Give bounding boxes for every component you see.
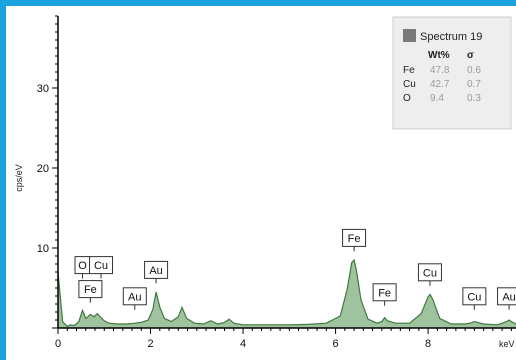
peak-label-box [497,287,516,306]
peak-label-au: Au [502,291,515,303]
legend-rows: Fe 47.8 0.6 Cu 42.7 0.7 O 9.4 0.3 [403,65,481,104]
legend-sigma-value: 0.7 [467,79,481,90]
peak-label-fe: Fe [378,287,391,299]
legend-header-wt: Wt% [428,50,450,61]
eds-spectrum-chart: 0 2 4 6 8 10 20 30 O Cu Fe Au Au Fe Fe Cu Cu Au keV cps/… [14,15,516,350]
x-tick-label: 6 [333,338,339,350]
axes-layer [57,16,516,329]
peak-label-fe: Fe [84,284,97,296]
legend-element-fe: Fe [403,65,415,76]
x-tick-label: 8 [425,338,431,350]
x-axis-title: keV [499,339,515,349]
spectrum-line-layer [57,258,516,328]
legend-wt-value: 47.8 [430,65,450,76]
peak-label-layer: O Cu Fe Au Au Fe Fe Cu Cu Au [74,228,516,310]
peak-label-box [372,283,397,302]
legend-title: Spectrum 19 [420,31,482,43]
legend-swatch [403,29,416,42]
y-tick-label: 30 [37,83,49,95]
legend-element-cu: Cu [403,79,416,90]
peak-label-box [89,256,114,275]
spectrum-fill-layer [58,260,516,328]
y-tick-label: 10 [37,243,49,255]
peak-label-o: O [78,260,87,272]
peak-label-cu: Cu [94,260,108,272]
legend-element-o: O [403,93,411,104]
legend-wt-value: 9.4 [430,93,444,104]
peak-label-box [342,228,367,247]
peak-label-box [78,280,103,299]
legend-header-sigma: σ [467,50,474,61]
legend-wt-value: 42.7 [430,79,450,90]
peak-label-fe: Fe [348,233,361,245]
x-tick-label: 4 [240,338,246,350]
peak-label-box [144,260,169,279]
peak-label-box [122,287,147,306]
peak-label-box [462,287,487,306]
peak-label-au: Au [128,291,141,303]
x-tick-label: 2 [147,338,153,350]
legend-sigma-value: 0.6 [467,65,481,76]
legend-sigma-value: 0.3 [467,93,481,104]
spectrum-line [57,258,516,328]
y-tick-label: 20 [37,163,49,175]
peak-label-box [417,263,442,282]
peak-label-cu: Cu [423,267,437,279]
peak-label-cu: Cu [467,291,481,303]
spectrum-area [58,260,516,328]
y-axis-title: cps/eV [14,164,24,192]
tick-layer: 0 2 4 6 8 10 20 30 [37,15,512,350]
peak-label-au: Au [149,265,162,277]
legend-panel: Spectrum 19 Wt% σ Fe 47.8 0.6 Cu 42.7 0.7 O 9.4… [392,16,512,130]
x-tick-label: 0 [55,338,61,350]
